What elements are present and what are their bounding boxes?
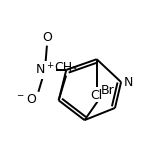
Text: N: N: [123, 76, 133, 89]
Text: N$^+$: N$^+$: [35, 62, 55, 78]
Text: CH₃: CH₃: [55, 61, 78, 74]
Text: $^-$O: $^-$O: [15, 93, 37, 106]
Text: O: O: [42, 31, 52, 44]
Text: Cl: Cl: [91, 89, 103, 102]
Text: Br: Br: [101, 84, 115, 97]
